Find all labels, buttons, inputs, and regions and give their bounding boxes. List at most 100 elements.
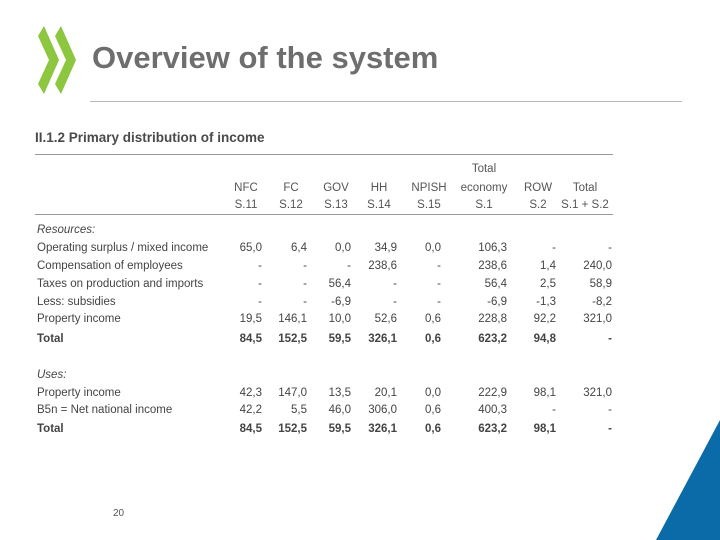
section-resources: Resources: <box>37 224 96 236</box>
table-cell: 0,6 <box>425 423 441 435</box>
table-cell: 222,9 <box>478 387 507 399</box>
column-header: FC <box>283 182 299 194</box>
row-label: Property income <box>37 313 121 325</box>
table-cell: 0,0 <box>425 242 441 254</box>
table-cell: -8,2 <box>592 296 612 308</box>
table-cell: 42,3 <box>239 387 262 399</box>
table-cell: 59,5 <box>328 333 351 345</box>
table-cell: 321,0 <box>583 387 612 399</box>
table-cell: - <box>552 242 556 254</box>
table-cell: 5,5 <box>291 404 307 416</box>
table-cell: - <box>608 423 612 435</box>
column-code: S.11 <box>234 199 258 211</box>
table-cell: 59,5 <box>328 423 351 435</box>
column-code: S.1 <box>475 199 493 211</box>
column-header: NPISH <box>411 182 447 194</box>
table-cell: - <box>437 260 441 272</box>
table-cell: 10,0 <box>328 313 351 325</box>
table-cell: 46,0 <box>328 404 351 416</box>
table-cell: 106,3 <box>478 242 507 254</box>
oecd-logo-icon <box>38 26 76 94</box>
table-cell: 2,5 <box>540 278 556 290</box>
table-cell: - <box>437 278 441 290</box>
table-cell: 98,1 <box>533 423 556 435</box>
table-cell: 20,1 <box>374 387 397 399</box>
table-cell: 306,0 <box>368 404 397 416</box>
section-uses: Uses: <box>37 369 67 381</box>
table-cell: 52,6 <box>374 313 397 325</box>
table-cell: 19,5 <box>239 313 262 325</box>
column-header: GOV <box>323 182 349 194</box>
table-cell: 65,0 <box>239 242 262 254</box>
table-cell: 400,3 <box>478 404 507 416</box>
table-cell: -6,9 <box>487 296 507 308</box>
table-cell: - <box>303 278 307 290</box>
column-header: Total <box>572 182 598 194</box>
row-label: Compensation of employees <box>37 260 183 272</box>
title-divider <box>90 101 682 102</box>
table-cell: 0,6 <box>425 404 441 416</box>
table-cell: - <box>552 404 556 416</box>
row-label: B5n = Net national income <box>37 404 173 416</box>
table-cell: 238,6 <box>368 260 397 272</box>
table-cell: 56,4 <box>484 278 507 290</box>
table-cell: 623,2 <box>478 423 507 435</box>
table-cell: - <box>303 296 307 308</box>
table-cell: 92,2 <box>533 313 556 325</box>
column-code: S.15 <box>417 199 441 211</box>
row-label: Operating surplus / mixed income <box>37 242 209 254</box>
column-header: HH <box>370 182 388 194</box>
column-code: S.1 + S.2 <box>561 199 609 211</box>
table-cell: -6,9 <box>331 296 351 308</box>
slide-subtitle: II.1.2 Primary distribution of income <box>35 130 265 145</box>
table-cell: 238,6 <box>478 260 507 272</box>
row-label: Less: subsidies <box>37 296 116 308</box>
column-header: economy <box>460 182 508 194</box>
table-cell: 98,1 <box>533 387 556 399</box>
column-header: ROW <box>523 182 553 194</box>
table-cell: - <box>347 260 351 272</box>
table-top-rule <box>35 154 613 155</box>
table-cell: 84,5 <box>239 423 262 435</box>
table-cell: 152,5 <box>278 333 307 345</box>
row-label: Total <box>37 333 64 345</box>
table-cell: 0,0 <box>335 242 351 254</box>
table-cell: 84,5 <box>239 333 262 345</box>
table-cell: 228,8 <box>478 313 507 325</box>
table-cell: 321,0 <box>583 313 612 325</box>
header-total-economy: Total <box>471 163 497 175</box>
table-cell: - <box>437 296 441 308</box>
table-cell: 0,6 <box>425 313 441 325</box>
table-cell: 94,8 <box>533 333 556 345</box>
table-cell: 42,2 <box>239 404 262 416</box>
table-cell: - <box>393 296 397 308</box>
page-number: 20 <box>113 508 125 519</box>
column-code: S.12 <box>279 199 303 211</box>
table-cell: 0,6 <box>425 333 441 345</box>
table-cell: 146,1 <box>278 313 307 325</box>
corner-decoration <box>656 420 720 540</box>
table-cell: -1,3 <box>536 296 556 308</box>
row-label: Taxes on production and imports <box>37 278 204 290</box>
column-code: S.2 <box>529 199 547 211</box>
table-cell: 0,0 <box>425 387 441 399</box>
table-cell: - <box>258 278 262 290</box>
table-header-rule <box>35 214 613 215</box>
table-cell: 623,2 <box>478 333 507 345</box>
row-label: Total <box>37 423 64 435</box>
table-cell: - <box>303 260 307 272</box>
table-cell: - <box>393 278 397 290</box>
table-cell: 147,0 <box>278 387 307 399</box>
column-code: S.13 <box>324 199 348 211</box>
table-cell: 6,4 <box>291 242 307 254</box>
column-header: NFC <box>234 182 258 194</box>
table-cell: - <box>258 296 262 308</box>
table-cell: 1,4 <box>540 260 556 272</box>
table-cell: 34,9 <box>374 242 397 254</box>
table-cell: - <box>608 404 612 416</box>
table-cell: 240,0 <box>583 260 612 272</box>
table-cell: 326,1 <box>368 333 397 345</box>
slide-title: Overview of the system <box>92 40 439 75</box>
row-label: Property income <box>37 387 121 399</box>
table-cell: - <box>608 242 612 254</box>
